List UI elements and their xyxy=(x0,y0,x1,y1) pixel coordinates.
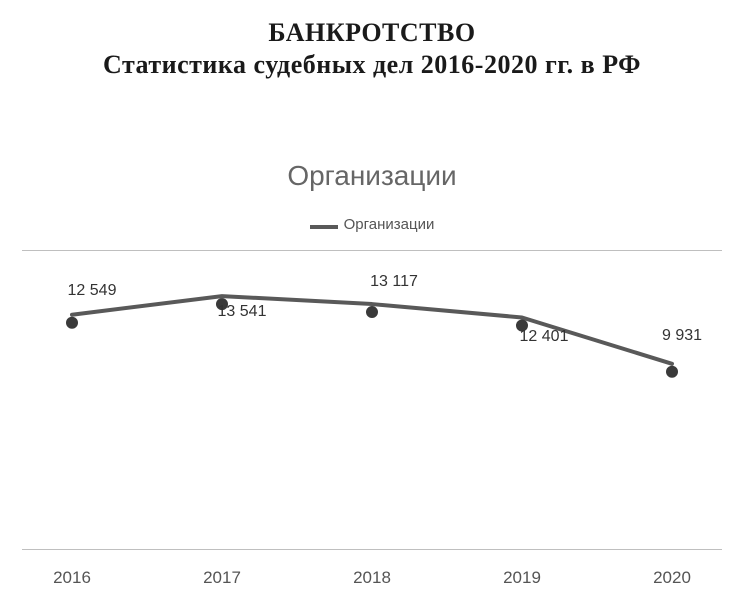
data-label: 9 931 xyxy=(662,327,702,345)
x-axis-label: 2016 xyxy=(53,568,91,588)
legend-line-svg xyxy=(310,224,338,230)
legend-line-icon xyxy=(310,217,338,234)
title-line-1: БАНКРОТСТВО xyxy=(0,18,744,48)
plot-area: 2016 12 549 2017 13 541 2018 13 117 2019 12 401… xyxy=(22,250,722,590)
legend: Организации xyxy=(0,216,744,234)
chart-title: Организации xyxy=(0,160,744,192)
x-axis-label: 2020 xyxy=(653,568,691,588)
data-label: 12 401 xyxy=(520,328,569,346)
data-label: 13 541 xyxy=(218,303,267,321)
x-axis-label: 2018 xyxy=(353,568,391,588)
data-label: 13 117 xyxy=(370,273,418,291)
title-line-2: Статистика судебных дел 2016-2020 гг. в … xyxy=(0,50,744,80)
x-axis-label: 2017 xyxy=(203,568,241,588)
header: БАНКРОТСТВО Статистика судебных дел 2016… xyxy=(0,0,744,80)
line-chart xyxy=(22,250,722,550)
x-axis-label: 2019 xyxy=(503,568,541,588)
legend-label: Организации xyxy=(344,216,435,233)
data-label: 12 549 xyxy=(68,282,117,300)
